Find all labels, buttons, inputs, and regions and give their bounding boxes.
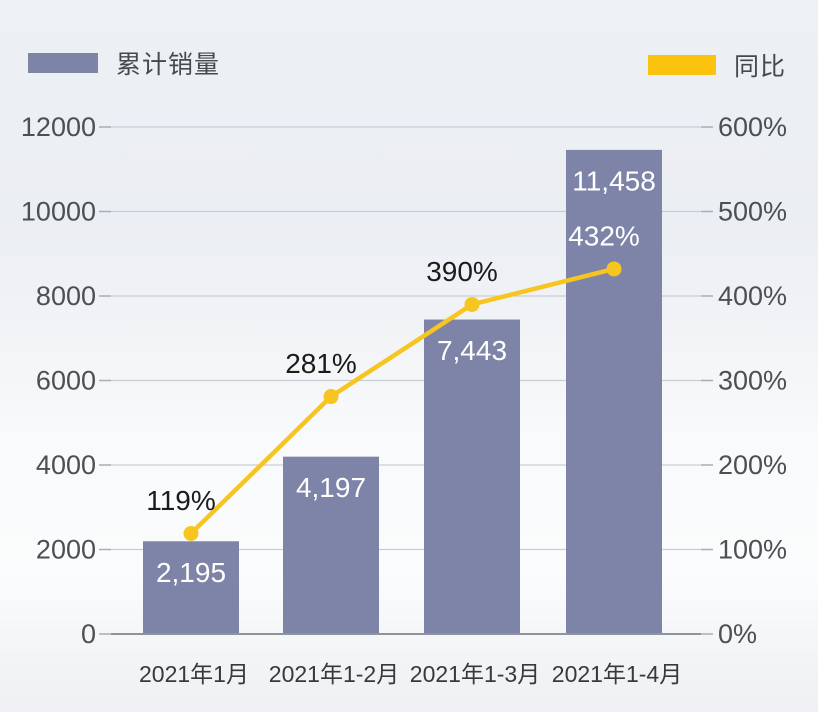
right-axis-tick-label: 400%: [718, 281, 787, 311]
trend-point: [183, 525, 199, 541]
bar-value-label: 4,197: [296, 472, 366, 503]
yoy-legend-swatch: [648, 55, 716, 75]
trend-point-label: 390%: [426, 256, 498, 287]
left-axis-tick-label: 4000: [36, 450, 96, 480]
bar-value-label: 7,443: [437, 335, 507, 366]
x-axis-label: 2021年1-3月: [410, 661, 540, 687]
right-axis-tick-label: 600%: [718, 112, 787, 142]
trend-point-label: 432%: [568, 220, 640, 251]
left-axis-tick-label: 0: [81, 619, 96, 649]
cumulative-sales-legend-swatch: [28, 53, 98, 73]
x-axis-label: 2021年1-2月: [269, 661, 399, 687]
trend-point: [606, 261, 622, 277]
cumulative-sales-legend-label: 累计销量: [116, 51, 221, 79]
left-axis-tick-label: 12000: [21, 112, 96, 142]
right-axis-tick-label: 0%: [718, 619, 757, 649]
bar: [566, 149, 662, 634]
left-axis-tick-label: 8000: [36, 281, 96, 311]
yoy-legend-label: 同比: [734, 53, 787, 81]
trend-line: [188, 266, 617, 536]
x-axis-label: 2021年1月: [139, 661, 249, 687]
bar: [424, 319, 520, 634]
trend-point: [464, 296, 480, 312]
right-axis-tick-label: 300%: [718, 366, 787, 396]
bar-value-label: 2,195: [156, 557, 226, 588]
bar: [283, 456, 379, 634]
trend-point: [323, 389, 339, 405]
left-axis-tick-label: 6000: [36, 366, 96, 396]
bar-value-label: 11,458: [572, 165, 656, 196]
trend-point-label: 119%: [146, 485, 216, 516]
right-axis-tick-label: 100%: [718, 535, 787, 565]
legend-item-yoy: 同比: [648, 47, 786, 83]
legend-item-cumulative-sales: 累计销量: [28, 45, 220, 81]
bar: [143, 541, 239, 634]
left-axis-tick-label: 10000: [21, 197, 96, 227]
right-axis-tick-label: 200%: [718, 450, 787, 480]
x-axis-label: 2021年1-4月: [552, 661, 682, 687]
left-axis-tick-label: 2000: [36, 535, 96, 565]
trend-point-label: 281%: [285, 348, 357, 379]
right-axis-tick-label: 500%: [718, 197, 787, 227]
